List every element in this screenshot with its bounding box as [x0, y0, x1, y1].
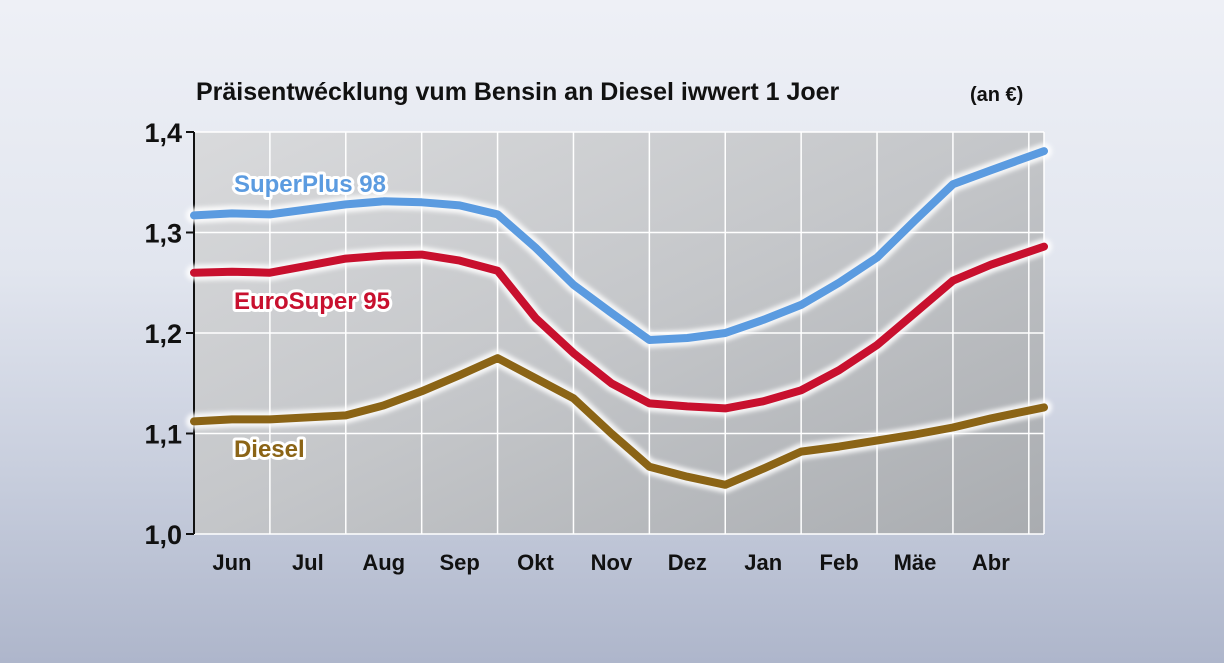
series-line [190, 242, 1048, 413]
y-tick-label: 1,0 [144, 520, 182, 550]
series-label-halo: Diesel [234, 436, 305, 463]
y-tick-label: 1,3 [144, 219, 182, 249]
y-tick-label: 1,4 [144, 118, 182, 148]
series-line [190, 354, 1048, 489]
x-tick-label: Nov [591, 550, 633, 575]
x-tick-label: Jul [292, 550, 324, 575]
x-tick-label: Mäe [894, 550, 937, 575]
series-label: EuroSuper 95 [234, 288, 390, 315]
x-tick-label: Abr [972, 550, 1010, 575]
series-label: Diesel [234, 436, 305, 463]
chart-unit: (an €) [970, 84, 1024, 106]
y-tick-label: 1,2 [144, 319, 182, 349]
x-tick-label: Dez [668, 550, 707, 575]
x-tick-label: Sep [439, 550, 479, 575]
x-tick-label: Aug [362, 550, 405, 575]
series-label: SuperPlus 98 [234, 171, 386, 198]
series-label-halo: SuperPlus 98 [234, 171, 386, 198]
y-tick-label: 1,1 [144, 420, 182, 450]
x-tick-label: Jun [212, 550, 251, 575]
series-line [190, 147, 1048, 344]
series-label-halo: EuroSuper 95 [234, 288, 390, 315]
x-tick-label: Jan [744, 550, 782, 575]
x-axis: Jun Jul Aug Sep Okt Nov Dez Jan Feb Mäe Abr [212, 550, 1010, 575]
y-axis: 1,0 1,1 1,2 1,3 1,4 [144, 118, 195, 550]
x-tick-label: Feb [820, 550, 859, 575]
series-lines [186, 143, 1052, 493]
chart-title: Präisentwécklung vum Bensin an Diesel iw… [196, 78, 840, 106]
x-tick-label: Okt [517, 550, 554, 575]
